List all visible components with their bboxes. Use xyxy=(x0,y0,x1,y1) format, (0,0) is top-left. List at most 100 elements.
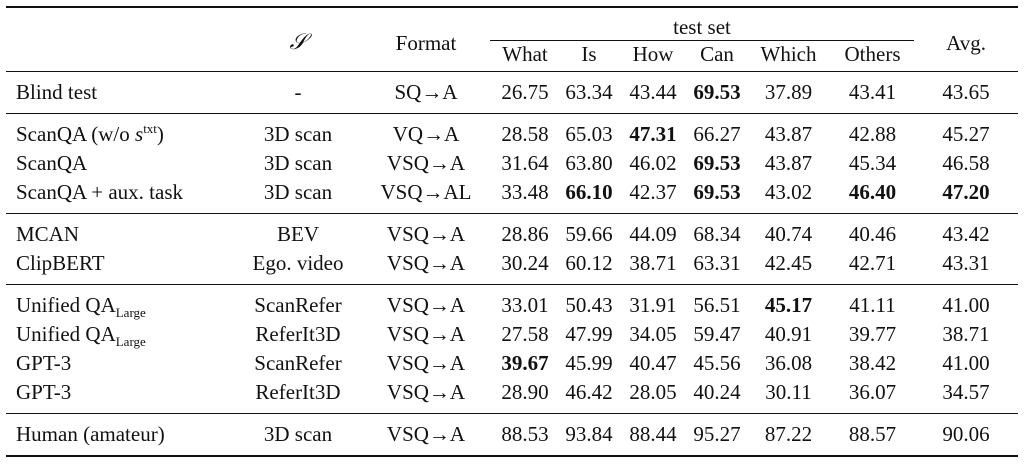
method-column-header xyxy=(6,6,234,72)
s-value: 3D scan xyxy=(234,413,362,457)
col-is: Is xyxy=(581,42,597,66)
score-how: 28.05 xyxy=(629,380,677,404)
score-others: 45.34 xyxy=(848,151,897,175)
score-which: 43.87 xyxy=(764,151,813,175)
test-set-header: test set xyxy=(490,6,915,41)
score-how: 88.44 xyxy=(618,413,688,457)
s-value: Ego. video xyxy=(252,251,344,275)
method-name: Human (amateur) xyxy=(6,413,234,457)
s-column-header: 𝒮 xyxy=(234,6,362,72)
s-value: ScanRefer xyxy=(254,351,342,375)
score-is: 93.84 xyxy=(560,413,618,457)
score-how: 31.91 xyxy=(618,284,688,320)
format-value: VSQ→A xyxy=(386,322,466,346)
score-what: 39.67 xyxy=(501,351,549,375)
score-is: 45.99 xyxy=(565,351,613,375)
table-row: ScanQA + aux. task 3D scan VSQ→AL 33.48 … xyxy=(6,178,1018,214)
score-is: 47.99 xyxy=(565,322,613,346)
method-name: ScanQA (w/o stxt) xyxy=(6,113,234,149)
s-value: 3D scan xyxy=(234,113,362,149)
results-table-container: 𝒮 Format test set Avg. What Is How Can W… xyxy=(6,6,1019,457)
score-is: 60.12 xyxy=(565,251,613,275)
score-avg: 45.27 xyxy=(914,113,1019,149)
score-how: 46.02 xyxy=(629,151,677,175)
score-which: 37.89 xyxy=(746,71,831,114)
score-which: 45.17 xyxy=(746,284,831,320)
s-value: 3D scan xyxy=(263,180,333,204)
method-name: Unified QALarge xyxy=(16,322,146,350)
col-which: Which xyxy=(760,42,817,66)
score-others: 36.07 xyxy=(848,380,897,404)
table-row: Blind test - SQ→A 26.75 63.34 43.44 69.5… xyxy=(6,71,1019,114)
table-row: ScanQA 3D scan VSQ→A 31.64 63.80 46.02 6… xyxy=(6,149,1018,178)
s-value: BEV xyxy=(234,213,362,249)
score-is: 66.10 xyxy=(565,180,613,204)
score-can: 69.53 xyxy=(693,180,741,204)
score-avg: 41.00 xyxy=(942,351,990,375)
s-value: ScanRefer xyxy=(234,284,362,320)
score-what: 30.24 xyxy=(501,251,549,275)
score-avg: 90.06 xyxy=(914,413,1019,457)
format-value: VSQ→A xyxy=(362,413,490,457)
score-what: 27.58 xyxy=(501,322,549,346)
method-name: MCAN xyxy=(6,213,234,249)
score-avg: 41.00 xyxy=(914,284,1019,320)
results-table: 𝒮 Format test set Avg. What Is How Can W… xyxy=(6,6,1019,457)
score-can: 95.27 xyxy=(688,413,746,457)
s-symbol: 𝒮 xyxy=(289,30,307,55)
score-can: 45.56 xyxy=(693,351,741,375)
score-avg: 43.42 xyxy=(914,213,1019,249)
score-can: 66.27 xyxy=(688,113,746,149)
method-name: ClipBERT xyxy=(16,251,105,275)
score-which: 42.45 xyxy=(764,251,813,275)
score-avg: 34.57 xyxy=(942,380,990,404)
col-others: Others xyxy=(844,42,901,66)
score-which: 43.87 xyxy=(746,113,831,149)
score-what: 26.75 xyxy=(490,71,560,114)
table-row: ScanQA (w/o stxt) 3D scan VQ→A 28.58 65.… xyxy=(6,113,1019,149)
format-value: VSQ→A xyxy=(386,351,466,375)
format-value: VSQ→A xyxy=(386,251,466,275)
score-what: 33.48 xyxy=(501,180,549,204)
score-how: 42.37 xyxy=(629,180,677,204)
header-row-2: What Is How Can Which Others xyxy=(6,41,1018,72)
score-can: 40.24 xyxy=(693,380,741,404)
score-avg: 38.71 xyxy=(942,322,990,346)
score-others: 43.41 xyxy=(831,71,915,114)
score-which: 36.08 xyxy=(764,351,813,375)
score-can: 69.53 xyxy=(688,71,746,114)
score-what: 28.86 xyxy=(490,213,560,249)
score-how: 40.47 xyxy=(629,351,677,375)
format-value: VQ→A xyxy=(362,113,490,149)
table-row: GPT-3 ReferIt3D VSQ→A 28.90 46.42 28.05 … xyxy=(6,378,1018,414)
score-how: 43.44 xyxy=(618,71,688,114)
score-what: 28.90 xyxy=(501,380,549,404)
table-row: Human (amateur) 3D scan VSQ→A 88.53 93.8… xyxy=(6,413,1019,457)
score-what: 33.01 xyxy=(490,284,560,320)
score-others: 40.46 xyxy=(831,213,915,249)
score-what: 28.58 xyxy=(490,113,560,149)
score-others: 42.71 xyxy=(848,251,897,275)
method-name: Unified QALarge xyxy=(6,284,234,320)
score-how: 44.09 xyxy=(618,213,688,249)
s-value: 3D scan xyxy=(263,151,333,175)
score-avg: 46.58 xyxy=(942,151,990,175)
format-value: VSQ→A xyxy=(386,151,466,175)
score-others: 38.42 xyxy=(848,351,897,375)
table-row: Unified QALarge ReferIt3D VSQ→A 27.58 47… xyxy=(6,320,1018,349)
score-what: 88.53 xyxy=(490,413,560,457)
method-name: ScanQA xyxy=(16,151,88,175)
score-avg: 47.20 xyxy=(942,180,990,204)
score-which: 43.02 xyxy=(764,180,813,204)
format-value: VSQ→A xyxy=(386,380,466,404)
header-row-1: 𝒮 Format test set Avg. xyxy=(6,6,1019,72)
method-name: Blind test xyxy=(6,71,234,114)
score-others: 41.11 xyxy=(831,284,915,320)
score-is: 59.66 xyxy=(560,213,618,249)
score-how: 38.71 xyxy=(629,251,677,275)
col-can: Can xyxy=(700,42,734,66)
score-others: 88.57 xyxy=(831,413,915,457)
score-is: 65.03 xyxy=(560,113,618,149)
table-row: Unified QALarge ScanRefer VSQ→A 33.01 50… xyxy=(6,284,1019,320)
score-others: 42.88 xyxy=(831,113,915,149)
